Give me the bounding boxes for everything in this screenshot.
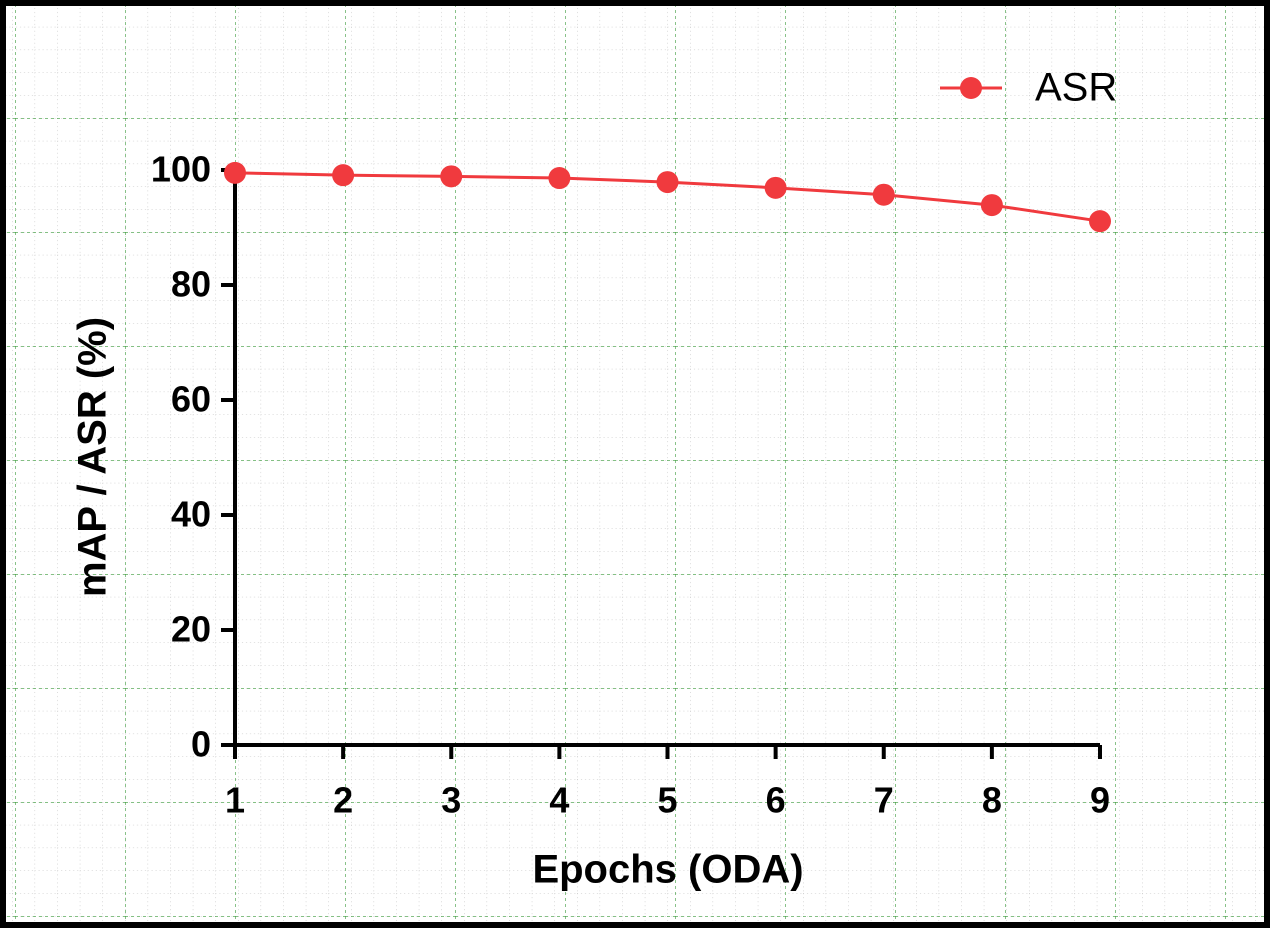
y-tick-label: 100 [151, 149, 211, 190]
x-tick-label: 7 [874, 780, 894, 821]
data-point [980, 194, 1003, 217]
data-point [872, 183, 895, 206]
x-tick-label: 4 [549, 780, 569, 821]
data-point [656, 171, 679, 194]
y-tick-label: 40 [171, 494, 211, 535]
y-tick-label: 0 [191, 724, 211, 765]
data-point [332, 164, 355, 187]
x-tick-label: 6 [766, 780, 786, 821]
y-axis-title: mAP / ASR (%) [71, 317, 115, 597]
x-axis-title: Epochs (ODA) [532, 848, 803, 892]
y-tick-label: 20 [171, 609, 211, 650]
y-tick-label: 80 [171, 264, 211, 305]
legend-marker [960, 77, 982, 99]
x-tick-label: 2 [333, 780, 353, 821]
data-point [1089, 210, 1111, 233]
legend-label: ASR [1035, 66, 1117, 110]
x-tick-label: 8 [982, 780, 1002, 821]
data-point [764, 176, 787, 199]
data-point [440, 165, 463, 188]
x-tick-label: 5 [657, 780, 677, 821]
data-point [224, 161, 246, 184]
x-tick-label: 9 [1090, 780, 1110, 821]
x-tick-label: 3 [441, 780, 461, 821]
y-tick-label: 60 [171, 379, 211, 420]
data-point [548, 167, 571, 190]
x-tick-label: 1 [225, 780, 245, 821]
